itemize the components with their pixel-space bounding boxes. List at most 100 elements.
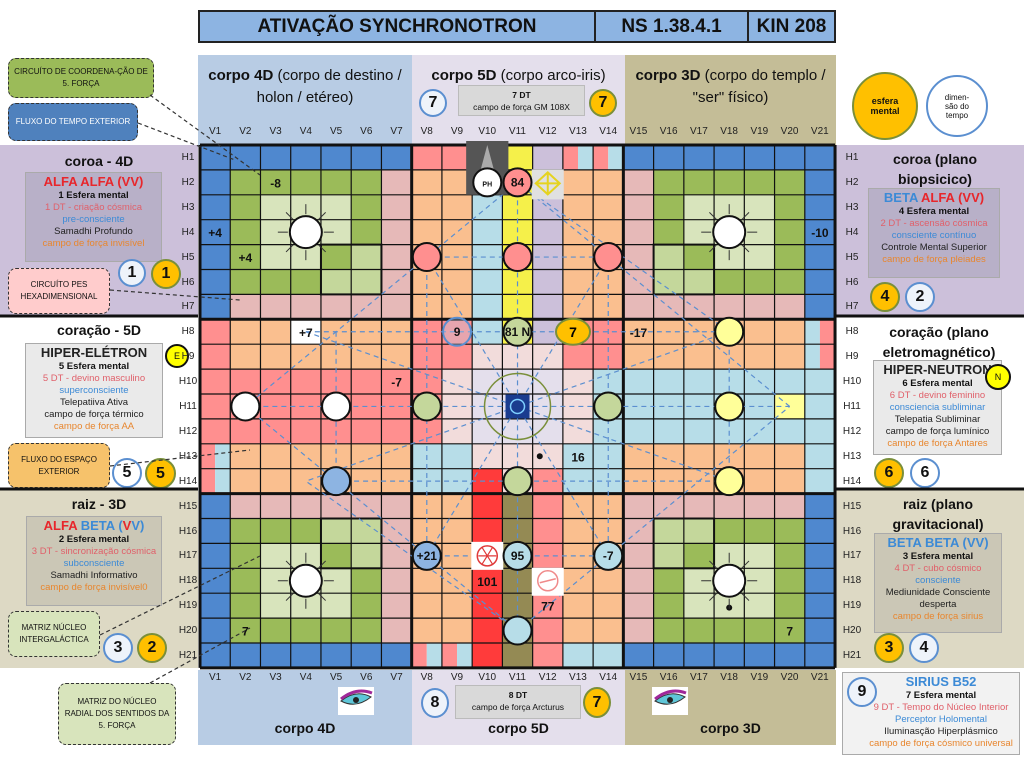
grid-cell xyxy=(593,543,624,569)
grid-cell xyxy=(562,618,594,643)
seal-icon xyxy=(539,578,556,584)
grid-cell xyxy=(683,344,715,370)
grid-cell xyxy=(744,394,775,419)
grid-cell xyxy=(230,219,261,245)
grid-cell xyxy=(502,593,533,619)
grid-cell xyxy=(260,543,291,569)
mental-sphere-badge xyxy=(555,317,591,346)
grid-cell xyxy=(804,369,836,394)
info-line: campo de força lumínico xyxy=(885,426,990,437)
grid-cell xyxy=(593,568,624,594)
marker-n: N xyxy=(985,364,1011,390)
info-box: BETA ALFA (VV) 4 Esfera mental 2 DT - asce… xyxy=(868,188,1000,278)
info-line: 3 Esfera mental xyxy=(902,551,974,562)
cell-number: +4 xyxy=(239,251,253,265)
band-subtitle: (corpo de destino / holon / etéreo) xyxy=(256,67,402,106)
grid-cell xyxy=(653,643,684,668)
v-label: V14 xyxy=(599,126,618,137)
grid-cell xyxy=(562,244,594,270)
grid-cell xyxy=(200,145,231,170)
grid-cell xyxy=(320,618,352,643)
grid-cell xyxy=(381,294,412,320)
grid-cell xyxy=(562,294,594,320)
grid-cell xyxy=(532,568,563,594)
info-line: Samadhi Profundo xyxy=(54,226,133,237)
grid-cell xyxy=(290,593,321,619)
grid-cell xyxy=(774,543,805,569)
grid-cell xyxy=(683,568,715,594)
panel-title: coroa - 4D xyxy=(64,153,134,169)
grid-cell xyxy=(351,145,382,170)
grid-circle xyxy=(714,466,745,497)
grid-cell xyxy=(532,319,563,345)
grid-cell xyxy=(230,443,261,469)
grid-cell xyxy=(653,394,684,419)
crystal-icon xyxy=(477,145,498,183)
h-label: H16 xyxy=(178,525,198,537)
grid-cell xyxy=(593,468,624,494)
v-label: V7 xyxy=(390,126,403,137)
seal-icon xyxy=(531,567,564,596)
grid-cell xyxy=(230,344,261,370)
grid-cell xyxy=(320,194,352,220)
grid-cell xyxy=(290,344,321,370)
grid-cell xyxy=(472,244,503,270)
grid-cell xyxy=(608,145,624,170)
info-heading: HIPER-ELÉTRON xyxy=(26,344,162,361)
marker-e: E xyxy=(165,344,189,368)
sun-ray xyxy=(741,593,750,601)
grid-cell xyxy=(411,643,427,668)
v-label: V10 xyxy=(478,126,497,137)
grid-cell xyxy=(441,269,473,295)
grid-circle xyxy=(472,167,503,198)
info-line: campo de força sirius xyxy=(892,611,984,622)
callout-matriz-radial: MATRIZ DO NÚCLEO RADIAL DOS SENTIDOS DA … xyxy=(58,683,176,745)
info-box: HIPER-NEUTRON 6 Esfera mental 6 DT - devin… xyxy=(873,360,1002,455)
mental-sphere-badge: 1 xyxy=(151,259,181,289)
info-line: 2 Esfera mental xyxy=(58,534,130,545)
grid-cell xyxy=(774,369,805,394)
info-line: 3 DT - sincronização cósmica xyxy=(31,546,157,557)
grid-cell xyxy=(683,145,715,170)
grid-cell xyxy=(200,319,231,345)
center-circle xyxy=(483,372,552,441)
grid-cell xyxy=(472,219,503,245)
cell-number: 77 xyxy=(541,600,555,614)
grid-cell xyxy=(683,319,715,345)
grid-cell xyxy=(502,269,533,295)
grid-cell xyxy=(744,643,775,668)
grid-cell xyxy=(593,394,624,419)
grid-cell xyxy=(381,394,412,419)
grid-circle xyxy=(230,391,261,422)
grid-cell xyxy=(230,643,261,668)
grid-cell xyxy=(441,394,473,419)
grid-cell xyxy=(714,593,745,619)
grid-cell xyxy=(441,418,473,444)
dashed-connection xyxy=(517,181,791,407)
grid-cell xyxy=(441,518,473,544)
grid-circle xyxy=(502,167,533,198)
grid-cell xyxy=(260,643,291,668)
grid-cell xyxy=(623,344,654,370)
sun-ray xyxy=(285,211,294,220)
time-dimension-badge: 6 xyxy=(910,458,940,488)
grid-cell xyxy=(593,294,624,320)
v-label: V5 xyxy=(329,126,343,137)
band-title: corpo 4D xyxy=(208,67,274,84)
grid-cell xyxy=(441,543,473,569)
info-line: campo de força invisível0 xyxy=(40,582,148,593)
grid-cell xyxy=(411,344,442,370)
grid-cell xyxy=(381,319,412,345)
grid-cell xyxy=(502,294,533,320)
panel-title: raiz - 3D xyxy=(71,496,127,512)
grid-cell xyxy=(260,468,291,494)
grid-cell xyxy=(623,418,654,444)
sun-ray xyxy=(285,593,294,601)
v-label: V1 xyxy=(209,672,222,683)
grid-cell xyxy=(441,369,473,394)
merkaba-icon xyxy=(531,169,564,200)
grid-cell xyxy=(260,319,291,345)
grid-cell xyxy=(819,319,836,345)
grid-cell xyxy=(472,468,503,494)
grid-cell xyxy=(351,269,382,295)
